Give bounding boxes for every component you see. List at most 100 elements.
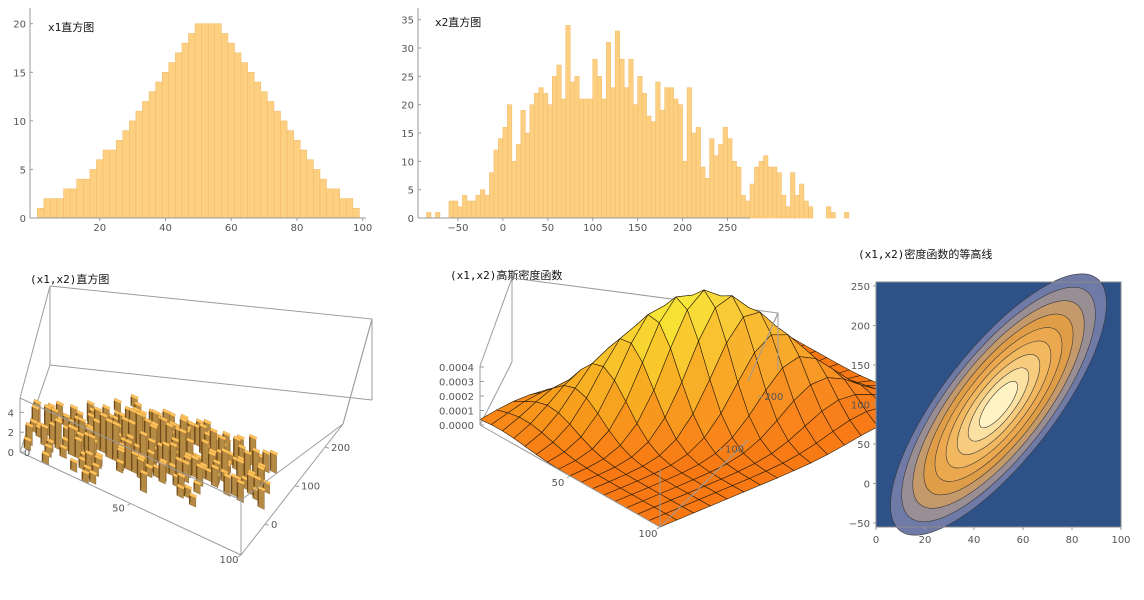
hist-x2-bars — [426, 25, 850, 219]
hist3d-bar-top — [86, 400, 95, 407]
hist3d-bar-top — [94, 454, 103, 461]
density3d-box-edge — [659, 439, 749, 528]
hist3d-bar-top — [176, 483, 185, 490]
hist-bar — [267, 101, 275, 219]
y-tick — [324, 446, 330, 449]
y-tick-label: 30 — [401, 44, 414, 55]
x-tick-label: 50 — [552, 478, 565, 489]
hist-bar — [767, 166, 773, 219]
hist-bar — [155, 81, 163, 219]
hist3d-bar-top — [169, 441, 178, 448]
hist3d-bar-top — [81, 469, 90, 476]
hist3d-bar-top — [162, 440, 170, 448]
x-tick-label: 100 — [219, 555, 238, 566]
x-tick — [237, 554, 242, 558]
hist3d-bar-side — [105, 417, 107, 457]
hist-bar — [529, 104, 535, 219]
hist3d-bar-top — [23, 436, 32, 443]
x-tick-label: 50 — [112, 504, 125, 515]
hist-bar — [552, 76, 558, 219]
hist-bar — [493, 149, 499, 219]
hist-bar — [650, 121, 656, 219]
y-tick-label: 150 — [851, 361, 870, 372]
z-tick-label: 0.0003 — [439, 378, 474, 389]
hist3d-bar-top — [221, 447, 230, 454]
hist-bar — [659, 110, 665, 219]
hist3d-box-edge — [342, 318, 373, 425]
hist3d-bar-top — [236, 478, 245, 486]
hist-bar — [570, 81, 576, 219]
hist-bar — [293, 140, 301, 219]
hist3d-bar-side — [54, 417, 56, 448]
hist-bar — [561, 98, 567, 219]
hist3d-bar-side — [99, 412, 102, 451]
hist-bar — [56, 198, 64, 219]
hist-bar — [704, 178, 710, 219]
hist3d-bar-side — [158, 460, 160, 482]
hist-bar — [709, 138, 715, 219]
hist3d-bar-side — [199, 422, 201, 453]
hist-bar — [592, 59, 598, 219]
hist3d-bar-top — [243, 449, 252, 456]
hist3d-bar-side — [247, 471, 249, 493]
hist3d-bar-side — [243, 449, 246, 480]
hist3d-bar-top — [253, 474, 262, 481]
hist3d-bar-top — [136, 456, 145, 463]
contour-level — [979, 380, 1018, 429]
hist3d-bar-top — [199, 422, 208, 429]
y-tick-label: 100 — [725, 445, 744, 456]
hist3d-bar-top — [78, 416, 86, 423]
hist-bar — [109, 149, 117, 219]
hist-bar — [664, 87, 670, 219]
hist3d-bar-top — [262, 479, 271, 486]
hist-bar — [475, 195, 481, 219]
hist3d-bar-top — [41, 450, 50, 457]
z-tick-label: 0.0004 — [439, 363, 474, 374]
hist3d-bar-side — [231, 473, 233, 495]
hist-bar — [754, 166, 760, 219]
hist-bar — [466, 200, 472, 219]
y-tick — [718, 448, 724, 450]
hist-bar — [273, 110, 281, 219]
hist3d-bar-side — [211, 464, 213, 485]
hist3d-title: (x1,x2)直方图 — [30, 272, 109, 286]
hist-bar — [234, 52, 242, 219]
hist3d-bar-top — [193, 479, 202, 486]
hist-bar — [339, 198, 347, 219]
z-tick-label: 4 — [8, 408, 14, 419]
hist3d-bar-top — [85, 449, 94, 456]
hist3d-bar-top — [134, 401, 143, 408]
hist3d-bar-top — [25, 421, 34, 429]
density3d-box-edge — [747, 312, 779, 382]
hist3d-box-front — [19, 318, 373, 556]
y-tick-label: 200 — [851, 321, 870, 332]
hist-bar — [326, 188, 334, 219]
hist-bar — [453, 200, 459, 219]
y-tick-label: 50 — [857, 440, 870, 451]
hist-bar — [516, 144, 522, 219]
x-tick — [656, 526, 661, 530]
y-tick-label: 0 — [20, 214, 26, 225]
x-tick-label: 60 — [1017, 535, 1030, 546]
hist-bar — [181, 42, 189, 219]
hist3d-bar-side — [257, 485, 259, 507]
hist3d-bar-top — [222, 430, 231, 437]
hist3d-bar-top — [62, 412, 71, 419]
hist3d-bar-top — [44, 442, 53, 449]
y-tick-label: 0 — [864, 480, 870, 491]
hist-bar — [332, 188, 340, 219]
hist-bar — [655, 81, 661, 219]
x-tick-label: 80 — [1066, 535, 1079, 546]
hist-bar — [758, 161, 764, 219]
hist-bar — [794, 195, 800, 219]
hist3d-bar-top — [56, 400, 64, 407]
x-tick-label: 150 — [628, 223, 647, 234]
density3d-title: (x1,x2)高斯密度函数 — [450, 268, 562, 282]
hist-bar — [188, 33, 196, 219]
z-tick-label: 0.0001 — [439, 407, 474, 418]
hist-x1-title: x1直方图 — [48, 20, 94, 34]
hist-bar — [83, 178, 91, 219]
hist3d-bar-top — [40, 423, 49, 430]
hist-bar — [637, 76, 643, 219]
hist3d-bar-top — [75, 409, 84, 416]
